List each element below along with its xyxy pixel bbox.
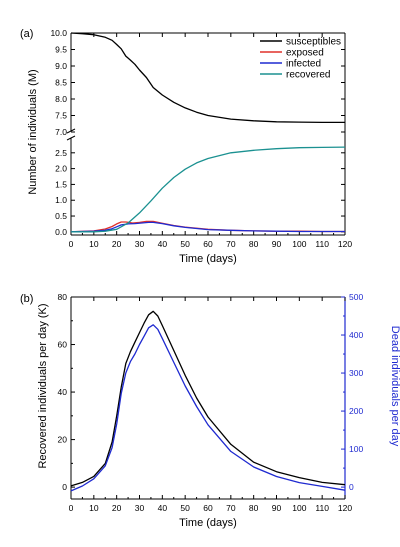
panel-a-x-axis-label: Time (days) [179,253,237,265]
a-y-tick-label: 0.5 [55,211,67,221]
panel-b-y2-axis-label: Dead individuals per day [389,326,400,447]
a-x-tick-label: 110 [315,239,329,249]
b-x-tick-label: 70 [226,503,236,513]
b-y2-tick-label: 400 [349,330,363,340]
series-line-recovered [71,146,346,233]
a-x-tick-label: 60 [203,239,213,249]
b-x-tick-label: 60 [203,503,213,513]
b-y-tick-label: 80 [58,292,68,302]
b-y2-tick-label: 300 [349,368,363,378]
a-x-tick-label: 20 [112,239,122,249]
b-x-tick-label: 100 [292,503,306,513]
a-y-tick-label: 9.0 [55,61,67,71]
a-x-tick-label: 100 [292,239,306,249]
a-y-tick-label: 8.0 [55,94,67,104]
b-x-tick-label: 10 [89,503,99,513]
panel-b-x-axis-label: Time (days) [179,517,237,529]
a-y-tick-label: 1.5 [55,179,67,189]
series-line-susceptibles [70,32,345,124]
panel-b-y-axis-label: Recovered individuals per day (K) [37,303,49,468]
b-y2-tick-label: 100 [349,444,363,454]
b-y-tick-label: 40 [58,387,68,397]
a-y-tick-label: 10.0 [50,28,67,38]
a-x-tick-label: 40 [158,239,168,249]
dead-per-day-line [70,324,346,492]
b-y2-tick-label: 500 [349,292,363,302]
panel-b: (b) Recovered individuals per day (K) De… [20,292,400,529]
a-y-tick-label: 8.5 [55,78,67,88]
a-y-tick-label: 1.0 [55,195,67,205]
panel-b-label: (b) [20,293,33,305]
a-y-tick-label: 2.0 [55,164,67,174]
a-y-tick-label: 0.0 [55,227,67,237]
a-axis-break-mark [66,135,76,141]
panel-a: (a) Number of individuals (M) Time (days… [20,28,352,265]
legend-label-susceptibles: susceptibles [286,37,341,48]
a-x-tick-label: 90 [272,239,282,249]
panel-a-label: (a) [20,28,33,40]
b-x-tick-label: 90 [272,503,282,513]
a-y-tick-label: 7.5 [55,111,67,121]
a-axis-break-mark [66,128,76,134]
b-x-tick-label: 50 [180,503,190,513]
recovered-per-day-line [70,310,346,487]
legend-label-infected: infected [286,59,321,70]
b-y-tick-label: 0 [62,482,67,492]
a-x-tick-label: 50 [180,239,190,249]
a-y-tick-label: 2.5 [55,148,67,158]
panel-a-series [70,32,346,233]
series-line-infected [70,221,345,233]
panel-a-axes: 0 10 20 30 40 50 60 70 80 90 100 110 120 7.0 7.5 8.0 8.5… [50,28,352,249]
a-x-tick-label: 30 [135,239,145,249]
b-y-tick-label: 20 [58,435,68,445]
b-x-tick-label: 20 [112,503,122,513]
b-x-tick-label: 110 [315,503,329,513]
b-x-tick-label: 30 [135,503,145,513]
b-y-tick-label: 60 [58,340,68,350]
panel-b-axes: 0 10 20 30 40 50 60 70 80 90 100 110 120 0 20 40 60 80 0 10… [58,292,364,513]
a-x-tick-label: 10 [89,239,99,249]
a-x-tick-label: 0 [69,239,74,249]
b-x-tick-label: 40 [158,503,168,513]
b-x-tick-label: 80 [249,503,259,513]
a-x-tick-label: 70 [226,239,236,249]
b-x-tick-label: 0 [69,503,74,513]
a-x-tick-label: 80 [249,239,259,249]
a-y-tick-label: 7.0 [55,127,67,137]
b-y2-tick-label: 0 [349,482,354,492]
b-x-tick-label: 120 [338,503,352,513]
a-y-tick-label: 9.5 [55,45,67,55]
panel-b-series [70,310,346,492]
legend-label-recovered: recovered [286,70,330,81]
b-y2-tick-label: 200 [349,406,363,416]
legend-label-exposed: exposed [286,48,324,59]
a-x-tick-label: 120 [338,239,352,249]
panel-a-y-axis-label: Number of individuals (M) [27,69,39,194]
